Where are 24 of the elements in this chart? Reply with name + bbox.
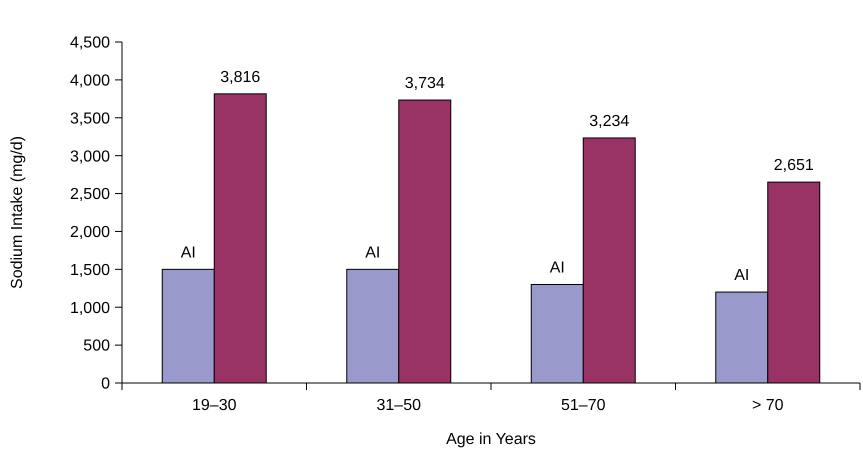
data-label: 3,816 <box>220 68 260 86</box>
data-label: AI <box>180 244 196 262</box>
y-tick-label: 2,000 <box>70 224 110 242</box>
data-label: 2,651 <box>774 157 814 174</box>
data-label: 3,734 <box>404 75 445 92</box>
x-tick-label: 51–70 <box>561 397 606 414</box>
data-label: AI <box>734 267 750 284</box>
y-tick-label: 0 <box>101 376 110 393</box>
y-tick-label: 3,000 <box>70 148 110 166</box>
y-tick-label: 4,000 <box>70 72 110 90</box>
y-axis-title: Sodium Intake (mg/d) <box>9 136 26 289</box>
x-tick-label: > 70 <box>752 397 784 414</box>
y-tick-label: 1,000 <box>70 300 110 317</box>
data-label: 3,234 <box>589 112 630 130</box>
y-tick-label: 4,500 <box>70 34 110 52</box>
data-label: AI <box>550 259 565 276</box>
x-axis-title: Age in Years <box>446 431 536 448</box>
x-tick-label: 31–50 <box>376 397 422 414</box>
y-tick-label: 1,500 <box>70 262 110 279</box>
data-label: AI <box>365 244 380 262</box>
x-tick-label: 19–30 <box>192 397 237 414</box>
y-tick-label: 2,500 <box>70 186 110 204</box>
y-tick-label: 500 <box>83 338 110 355</box>
y-tick-label: 3,500 <box>70 110 110 128</box>
